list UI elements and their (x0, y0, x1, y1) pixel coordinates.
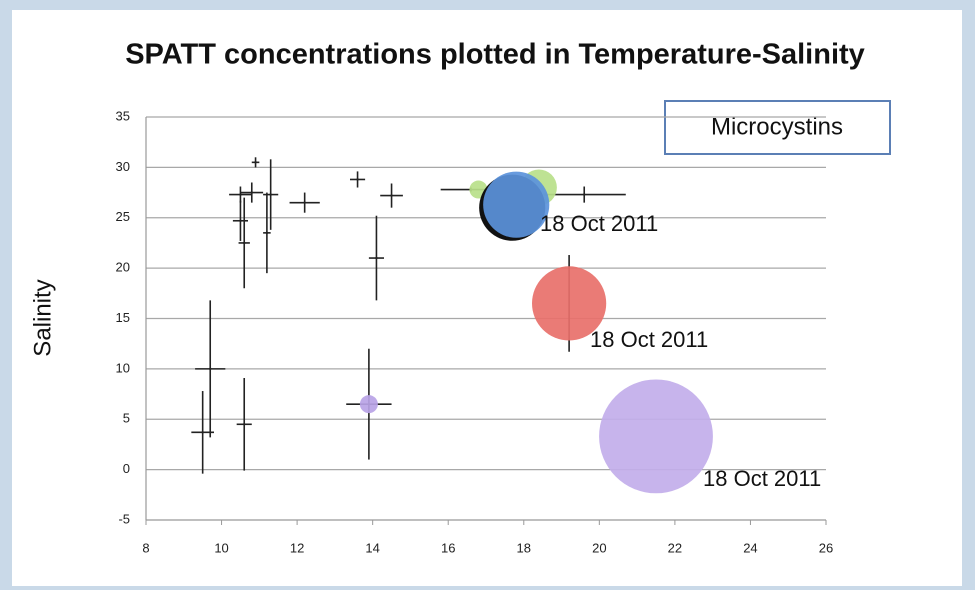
chart-title: SPATT concentrations plotted in Temperat… (125, 39, 865, 71)
x-tick-label: 12 (290, 540, 304, 555)
slide-background (12, 10, 962, 586)
x-tick-label: 20 (592, 540, 606, 555)
y-tick-label: 5 (123, 411, 130, 426)
point (243, 241, 246, 245)
point (303, 201, 306, 204)
y-axis-label: Salinity (29, 279, 56, 356)
y-tick-label: 35 (116, 108, 130, 123)
point (375, 256, 378, 260)
point (250, 191, 253, 194)
x-tick-label: 24 (743, 540, 757, 555)
x-tick-label: 8 (142, 540, 149, 555)
x-tick-label: 16 (441, 540, 455, 555)
x-tick-label: 10 (214, 540, 228, 555)
x-tick-label: 22 (668, 540, 682, 555)
bubble (532, 266, 607, 341)
point (265, 231, 269, 235)
point (356, 178, 359, 181)
point (239, 219, 242, 222)
x-tick-label: 26 (819, 540, 833, 555)
point (201, 431, 204, 434)
y-tick-label: 0 (123, 461, 130, 476)
point (243, 423, 246, 426)
y-tick-label: -5 (118, 511, 130, 526)
legend-box (664, 100, 891, 155)
bubble (359, 395, 378, 414)
legend-label: Microcystins (711, 113, 843, 140)
annotation: 18 Oct 2011 (590, 327, 708, 352)
annotation: 18 Oct 2011 (540, 211, 658, 236)
point (269, 193, 272, 196)
y-tick-label: 10 (116, 360, 130, 375)
y-tick-label: 30 (116, 159, 130, 174)
point (209, 367, 212, 371)
annotation: 18 Oct 2011 (703, 466, 821, 491)
y-tick-label: 20 (116, 260, 130, 275)
point (390, 194, 393, 197)
y-tick-label: 15 (116, 310, 130, 325)
bubble (599, 379, 713, 494)
point (239, 193, 242, 196)
point (583, 193, 586, 196)
bubble (483, 171, 550, 238)
x-tick-label: 14 (365, 540, 379, 555)
x-tick-label: 18 (517, 540, 531, 555)
y-tick-label: 25 (116, 209, 130, 224)
point (254, 161, 257, 164)
